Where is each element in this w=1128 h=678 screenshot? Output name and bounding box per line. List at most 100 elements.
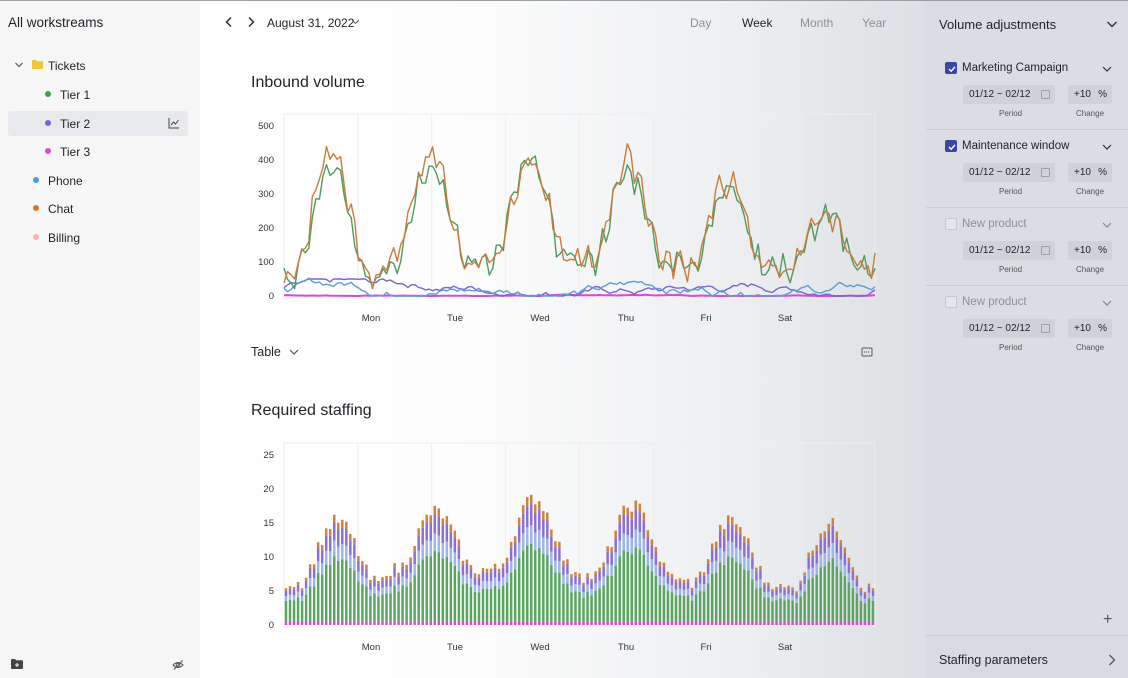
- adjustment-checkbox[interactable]: [945, 62, 957, 74]
- bar-segment: [489, 568, 493, 573]
- chevron-down-icon[interactable]: [1106, 19, 1118, 29]
- tab-year[interactable]: Year: [862, 16, 887, 30]
- change-field[interactable]: +10%: [1068, 163, 1112, 182]
- previous-icon[interactable]: [223, 16, 235, 28]
- bar-segment: [811, 620, 814, 625]
- bar-segment: [823, 537, 826, 554]
- bar-segment: [353, 544, 356, 559]
- bar-segment: [847, 573, 851, 583]
- tree-item-tickets[interactable]: Tickets: [8, 53, 188, 78]
- bar-segment: [739, 549, 742, 564]
- bar-segment: [465, 620, 469, 625]
- bar-segment: [590, 620, 593, 625]
- bar-segment: [521, 550, 525, 621]
- tree-item-phone[interactable]: Phone: [8, 168, 188, 193]
- chevron-down-icon[interactable]: [1102, 65, 1112, 73]
- bar-segment: [819, 554, 822, 568]
- tree-item-chat[interactable]: Chat: [8, 196, 188, 221]
- folder-add-icon[interactable]: [11, 659, 23, 669]
- period-field[interactable]: 01/12 ~ 02/12: [963, 241, 1055, 260]
- bar-segment: [493, 577, 497, 586]
- add-adjustment-button[interactable]: +: [1103, 611, 1113, 628]
- date-picker[interactable]: August 31, 2022: [267, 16, 355, 30]
- tab-week[interactable]: Week: [742, 16, 773, 30]
- bar-segment: [650, 559, 654, 572]
- change-field[interactable]: +10%: [1068, 319, 1112, 338]
- adjustment-checkbox[interactable]: [945, 218, 957, 230]
- bar-segment: [425, 514, 428, 523]
- chevron-right-icon[interactable]: [1108, 654, 1116, 666]
- calendar-icon[interactable]: [1041, 246, 1050, 255]
- tree-item-billing[interactable]: Billing: [8, 225, 188, 250]
- bar-segment: [284, 588, 288, 591]
- bar-segment: [562, 560, 565, 566]
- chevron-down-icon[interactable]: [289, 348, 299, 356]
- chevron-down-icon[interactable]: [14, 60, 24, 70]
- calendar-icon[interactable]: [1041, 90, 1050, 99]
- bar-segment: [421, 620, 424, 625]
- bar-segment: [630, 554, 634, 621]
- bar-segment: [288, 620, 292, 625]
- bar-segment: [461, 560, 465, 566]
- adjustment-checkbox[interactable]: [945, 140, 957, 152]
- bar-segment: [457, 545, 461, 560]
- bar-segment: [377, 596, 380, 621]
- bar-segment: [324, 535, 328, 551]
- bar-segment: [731, 557, 734, 621]
- eye-off-icon[interactable]: [172, 659, 184, 671]
- bar-segment: [735, 524, 738, 532]
- bar-segment: [385, 575, 388, 580]
- bar-segment: [867, 620, 871, 625]
- bar-segment: [337, 620, 340, 625]
- bar-segment: [867, 586, 871, 593]
- tree-item-tier-3[interactable]: Tier 3: [8, 139, 188, 164]
- bar-segment: [650, 545, 654, 560]
- bar-segment: [469, 565, 473, 570]
- bar-segment: [441, 620, 445, 625]
- bar-segment: [393, 577, 396, 586]
- table-toggle[interactable]: Table: [251, 345, 281, 359]
- bar-segment: [361, 565, 364, 576]
- calendar-icon[interactable]: [1041, 324, 1050, 333]
- bar-segment: [554, 572, 557, 621]
- change-field[interactable]: +10%: [1068, 85, 1112, 104]
- bar-segment: [783, 620, 786, 625]
- bar-segment: [449, 547, 453, 563]
- bar-segment: [513, 536, 517, 543]
- calendar-icon[interactable]: [1041, 168, 1050, 177]
- y-tick-label: 100: [258, 257, 274, 268]
- tab-month[interactable]: Month: [800, 16, 834, 30]
- download-csv-icon[interactable]: [861, 346, 873, 358]
- bar-segment: [702, 620, 706, 625]
- bar-segment: [718, 548, 722, 563]
- tree-item-tier-2[interactable]: Tier 2: [8, 111, 188, 136]
- staffing-parameters-row[interactable]: Staffing parameters: [926, 635, 1128, 678]
- chevron-down-icon[interactable]: [1102, 299, 1112, 307]
- bar-segment: [586, 584, 589, 592]
- bar-segment: [312, 586, 316, 621]
- bar-segment: [349, 540, 352, 555]
- bar-segment: [401, 620, 404, 625]
- bar-segment: [666, 583, 670, 591]
- tree-item-tier-1[interactable]: Tier 1: [8, 82, 188, 107]
- bar-segment: [337, 546, 340, 561]
- adjustment-checkbox[interactable]: [945, 296, 957, 308]
- bar-segment: [562, 575, 565, 585]
- bar-segment: [775, 589, 778, 596]
- chevron-down-icon[interactable]: [1102, 221, 1112, 229]
- period-field[interactable]: 01/12 ~ 02/12: [963, 163, 1055, 182]
- bar-segment: [662, 585, 666, 621]
- change-field[interactable]: +10%: [1068, 241, 1112, 260]
- chevron-down-icon[interactable]: [351, 18, 360, 26]
- next-icon[interactable]: [245, 16, 257, 28]
- bar-segment: [369, 620, 372, 625]
- tab-day[interactable]: Day: [690, 16, 712, 30]
- bar-segment: [771, 596, 774, 602]
- line-chart-icon[interactable]: [168, 117, 180, 129]
- period-field[interactable]: 01/12 ~ 02/12: [963, 85, 1055, 104]
- chevron-down-icon[interactable]: [1102, 143, 1112, 151]
- y-tick-label: 25: [263, 450, 274, 461]
- bar-segment: [413, 551, 416, 565]
- bar-segment: [811, 577, 814, 621]
- period-field[interactable]: 01/12 ~ 02/12: [963, 319, 1055, 338]
